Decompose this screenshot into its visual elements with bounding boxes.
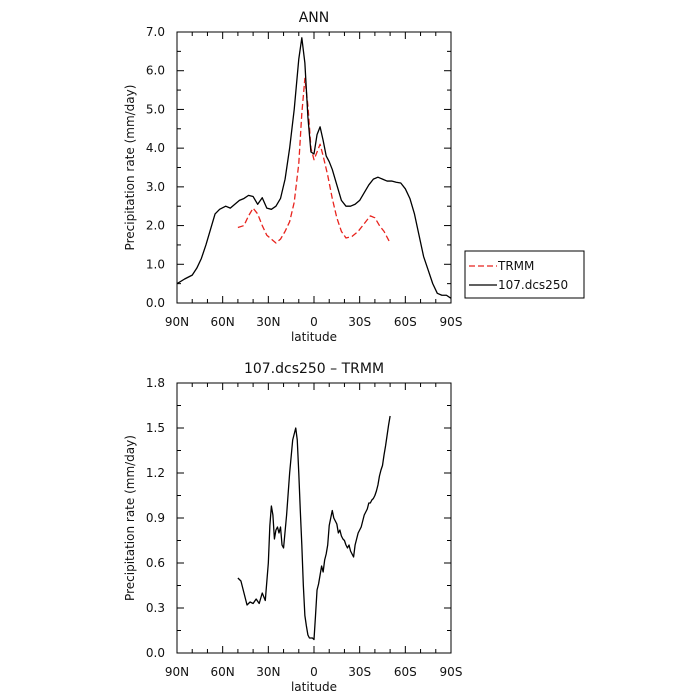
x-tick-label: 60S [394,665,417,679]
series-line-model [176,37,452,299]
plot-frame [176,31,452,304]
y-tick-label: 0.0 [146,296,165,310]
y-tick-label: 4.0 [146,141,165,155]
y-tick-label: 1.8 [146,376,165,390]
x-tick-label: 30S [348,315,371,329]
y-tick-label: 3.0 [146,180,165,194]
x-axis-label: latitude [291,330,337,344]
plot-frame [176,382,452,654]
x-tick-label: 60N [211,315,235,329]
y-tick-label: 0.6 [146,556,165,570]
y-tick-label: 0.0 [146,646,165,660]
y-tick-label: 1.0 [146,257,165,271]
bottom-chart-panel: 107.dcs250 – TRMM 90N 60N 30N 0 30S 60S 90S 0.0 0… [123,361,462,694]
x-axis-label: latitude [291,680,337,694]
y-tick-label: 2.0 [146,219,165,233]
chart-title: ANN [299,10,330,26]
top-chart-panel: ANN 90N 60N 30N 0 30S 60S 90S 0.0 1.0 2.0 3.0 4.0 5.0… [123,10,462,344]
legend: TRMM 107.dcs250 [464,250,585,299]
x-tick-label: 30S [348,665,371,679]
y-tick-label: 1.5 [146,421,165,435]
chart-title: 107.dcs250 – TRMM [244,361,384,377]
x-tick-label: 90N [165,665,189,679]
x-tick-label: 0 [310,665,318,679]
x-tick-label: 30N [256,315,280,329]
legend-label: TRMM [497,259,534,273]
x-tick-label: 90N [165,315,189,329]
y-tick-label: 7.0 [146,25,165,39]
y-axis-label: Precipitation rate (mm/day) [123,85,137,251]
x-tick-label: 30N [256,665,280,679]
y-tick-label: 0.9 [146,511,165,525]
y-tick-label: 1.2 [146,466,165,480]
y-axis-label: Precipitation rate (mm/day) [123,435,137,601]
x-tick-label: 60S [394,315,417,329]
legend-box [464,250,585,299]
y-tick-label: 5.0 [146,102,165,116]
legend-label: 107.dcs250 [498,278,568,292]
series-line-trmm [237,77,391,244]
x-tick-label: 90S [440,315,463,329]
x-tick-label: 90S [440,665,463,679]
series-line-model [237,415,391,641]
y-tick-label: 0.3 [146,601,165,615]
x-tick-label: 60N [211,665,235,679]
y-tick-label: 6.0 [146,64,165,78]
x-tick-label: 0 [310,315,318,329]
